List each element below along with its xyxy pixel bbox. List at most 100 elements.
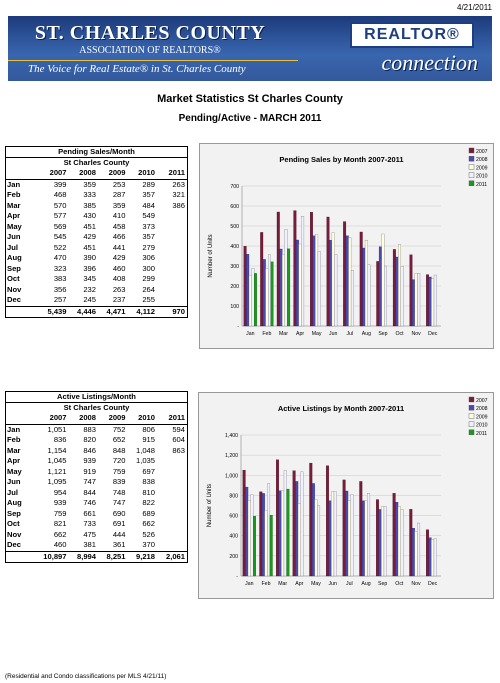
bar-2011-mar [287, 248, 291, 327]
bar-2009-sep [381, 506, 385, 577]
bar-2010-aug [367, 493, 371, 577]
bar-2010-sep [384, 265, 387, 327]
y-tick-label: 600 [230, 204, 239, 210]
bar-2008-jul [345, 235, 349, 327]
table-cell: 662 [53, 529, 67, 539]
legend-swatch [468, 396, 475, 403]
month-label: Oct [7, 519, 20, 528]
bar-2007-jan [243, 246, 247, 327]
bar-2009-jul [347, 500, 351, 577]
month-label: Apr [7, 456, 21, 465]
bar-2009-may [315, 234, 319, 327]
table-row: Aug 939 746 747 822 [6, 498, 187, 509]
month-label: Sep [7, 508, 21, 518]
bar-2007-may [309, 462, 313, 577]
month-label: Mar [7, 200, 21, 210]
table-cell: 458 [112, 221, 126, 231]
table-row: Dec 257 245 237 255 [6, 295, 187, 306]
table-cell: 263 [172, 179, 185, 189]
y-tick-label: - [236, 574, 238, 580]
total-cell: 10,897 [43, 551, 67, 561]
table-cell: 373 [142, 221, 155, 231]
x-tick-label: Jun [329, 331, 337, 337]
table-cell: 747 [83, 477, 96, 486]
bar-2008-feb [262, 259, 266, 327]
table-cell: 810 [142, 487, 155, 497]
x-tick-label: Aug [361, 581, 370, 587]
table-cell: 408 [112, 274, 126, 283]
total-cell: 970 [172, 306, 185, 316]
legend-label: 2007 [476, 398, 488, 404]
bar-2008-may [311, 483, 315, 577]
total-cell: 2,061 [165, 551, 185, 561]
total-cell: 9,218 [135, 551, 155, 561]
table-cell: 345 [83, 274, 96, 283]
legend-swatch [468, 404, 475, 411]
x-tick-label: Nov [412, 331, 422, 337]
table-cell: 361 [112, 540, 126, 549]
table-row: Apr 1,045 939 720 1,035 [6, 456, 187, 467]
bar-2009-dec [431, 278, 435, 327]
year-header: 2008 [79, 413, 96, 422]
bar-2007-dec [426, 529, 429, 577]
bar-2010-dec [433, 274, 437, 327]
bar-2011-jan [253, 516, 256, 577]
table-cell [155, 498, 187, 509]
bar-2008-may [312, 235, 316, 327]
association-name: ASSOCIATION OF REALTORS® [79, 45, 221, 56]
year-header: 2009 [108, 168, 126, 177]
table-cell [155, 540, 187, 551]
bar-2010-apr [301, 216, 305, 327]
chart-svg: Pending Sales by Month 2007-2011 Number o… [208, 147, 488, 337]
bar-2007-jul [343, 221, 347, 327]
bar-2011-mar [286, 488, 290, 577]
bar-2008-dec [428, 276, 432, 327]
table-row: Jun 545 429 466 357 [6, 232, 187, 243]
table-row: Jul 954 844 748 810 [6, 488, 187, 499]
table-cell: 357 [142, 190, 155, 199]
month-label: Jan [7, 179, 21, 189]
table-cell: 323 [53, 263, 67, 273]
table-cell: 848 [112, 445, 126, 455]
table-cell: 1,095 [47, 477, 67, 486]
total-cell: 8,994 [76, 551, 96, 561]
year-header: 2011 [168, 168, 185, 177]
table-cell: 1,045 [47, 456, 67, 465]
table-cell: 806 [142, 424, 155, 434]
table-cell [155, 456, 187, 467]
bar-2008-apr [295, 481, 299, 577]
bar-2010-jun [334, 254, 338, 327]
table-cell: 570 [53, 200, 67, 210]
x-tick-label: Aug [362, 331, 371, 337]
year-header: 2010 [138, 168, 155, 177]
chart-title: Active Listings by Month 2007-2011 [278, 404, 404, 413]
active-listings-chart: Active Listings by Month 2007-2011 Number… [198, 392, 494, 599]
bar-2010-jan [251, 268, 255, 327]
table-cell [155, 232, 187, 243]
table-cell: 466 [112, 232, 126, 241]
table-cell: 863 [172, 445, 185, 455]
x-tick-label: Jan [245, 581, 253, 587]
total-cell: 4,471 [106, 306, 126, 316]
table-cell: 954 [53, 487, 67, 497]
bar-2007-aug [359, 481, 363, 577]
month-label: Dec [7, 540, 21, 549]
bar-2010-jul [350, 270, 354, 327]
table-cell: 396 [83, 263, 96, 273]
month-label: Nov [7, 529, 22, 539]
table-cell: 470 [53, 253, 67, 262]
table-cell: 1,048 [135, 445, 155, 455]
table-cell: 526 [142, 529, 155, 539]
x-tick-label: Dec [428, 331, 438, 337]
table-cell: 549 [142, 211, 155, 220]
legend-swatch [468, 429, 475, 435]
bar-2008-nov [411, 528, 415, 577]
legend-swatch [468, 180, 475, 186]
bar-2007-sep [376, 261, 380, 327]
table-cell: 939 [53, 498, 67, 507]
chart-title: Pending Sales by Month 2007-2011 [279, 155, 403, 164]
table-cell: 652 [112, 435, 126, 444]
bar-2009-apr [298, 243, 302, 327]
connection-logo: connection [381, 50, 478, 75]
bar-2011-feb [270, 261, 274, 327]
